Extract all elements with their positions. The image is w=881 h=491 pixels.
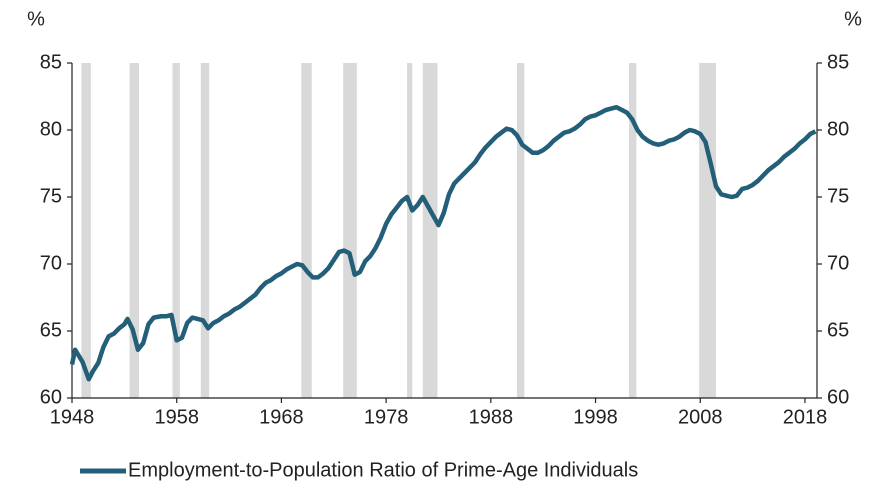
recession-band (343, 63, 357, 398)
x-tick-label: 1948 (50, 406, 95, 428)
recession-band (629, 63, 637, 398)
recession-band (407, 63, 413, 398)
recession-band (200, 63, 210, 398)
y2-axis-unit: % (844, 8, 862, 30)
y-tick-label: 75 (40, 185, 62, 207)
x-tick-label: 2008 (678, 406, 723, 428)
recession-band (172, 63, 180, 398)
x-tick-label: 1968 (259, 406, 304, 428)
x-tick-label: 1988 (469, 406, 514, 428)
recession-band (301, 63, 312, 398)
y-tick-label: 80 (40, 118, 62, 140)
x-tick-label: 2018 (783, 406, 828, 428)
y-tick-label: 65 (40, 319, 62, 341)
x-tick-label: 1958 (154, 406, 199, 428)
y2-tick-label: 65 (827, 319, 849, 341)
y-tick-label: 70 (40, 252, 62, 274)
recession-band (517, 63, 525, 398)
y-tick-label: 60 (40, 386, 62, 408)
x-tick-label: 1998 (573, 406, 618, 428)
y2-tick-label: 75 (827, 185, 849, 207)
y2-tick-label: 70 (827, 252, 849, 274)
legend-label: Employment-to-Population Ratio of Prime-… (128, 459, 638, 481)
y2-tick-label: 80 (827, 118, 849, 140)
x-tick-label: 1978 (364, 406, 409, 428)
y2-tick-label: 85 (827, 51, 849, 73)
y-axis-unit: % (27, 8, 45, 30)
recession-band (422, 63, 438, 398)
data-line (69, 104, 817, 382)
recession-band (129, 63, 140, 398)
y2-tick-label: 60 (827, 386, 849, 408)
recession-band (81, 63, 91, 398)
recession-band (699, 63, 716, 398)
y-tick-label: 85 (40, 51, 62, 73)
